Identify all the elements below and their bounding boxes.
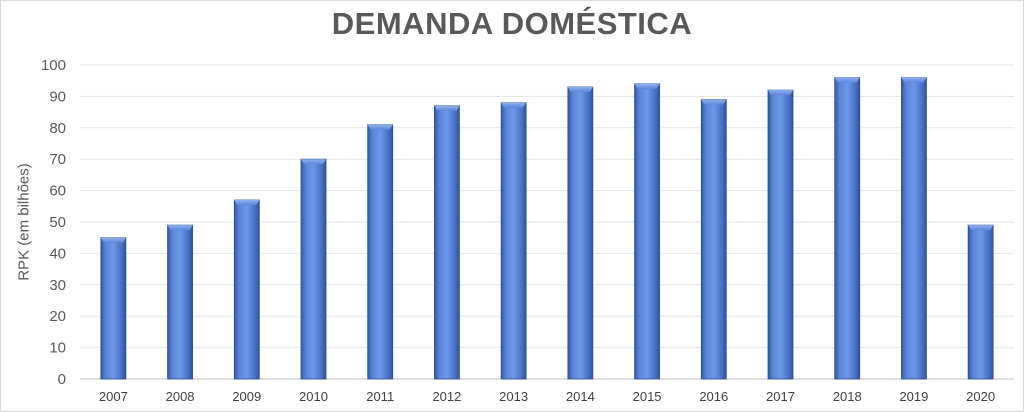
bar-bevel — [100, 237, 126, 243]
y-tick-label: 0 — [58, 371, 66, 388]
x-tick-label: 2011 — [366, 389, 394, 404]
bar — [100, 237, 127, 380]
bar — [367, 124, 394, 380]
bar-bevel — [567, 86, 593, 92]
bar-bevel — [367, 124, 393, 130]
bar — [167, 224, 193, 380]
bar-bevel — [834, 77, 860, 83]
label-layer: 0 10 20 30 40 50 60 70 80 90 100 2007 2008 2009 2010 20… — [41, 57, 995, 404]
bar — [767, 89, 794, 380]
y-tick-label: 20 — [49, 308, 66, 325]
y-tick-label: 40 — [49, 245, 66, 262]
bar — [901, 77, 927, 380]
x-tick-label: 2020 — [966, 389, 995, 404]
x-tick-label: 2009 — [232, 389, 261, 404]
bar — [300, 158, 327, 380]
bar — [434, 105, 460, 380]
y-tick-label: 80 — [49, 120, 66, 137]
y-tick-label: 50 — [49, 214, 66, 231]
x-tick-label: 2007 — [99, 389, 128, 404]
y-tick-label: 70 — [49, 151, 66, 168]
x-tick-label: 2017 — [766, 389, 795, 404]
bar — [500, 102, 527, 380]
x-tick-label: 2013 — [499, 389, 528, 404]
bar-bevel — [501, 102, 527, 108]
x-tick-label: 2010 — [299, 389, 328, 404]
x-tick-label: 2018 — [833, 389, 862, 404]
bar-bevel — [234, 200, 260, 206]
x-tick-label: 2012 — [432, 389, 461, 404]
grid-layer — [80, 64, 1014, 380]
bar-bevel — [434, 105, 460, 111]
bar — [967, 224, 994, 380]
x-tick-label: 2015 — [633, 389, 662, 404]
bar — [233, 199, 260, 380]
x-tick-label: 2014 — [566, 389, 595, 404]
bar-bevel — [901, 77, 927, 83]
bar-bevel — [634, 83, 660, 89]
bar — [634, 83, 660, 380]
y-tick-label: 60 — [49, 183, 66, 200]
bar — [567, 86, 594, 380]
y-tick-label: 100 — [41, 57, 66, 74]
x-tick-label: 2016 — [699, 389, 728, 404]
bar-bevel — [167, 225, 193, 231]
bar-bevel — [968, 225, 994, 231]
bar — [834, 77, 861, 380]
y-tick-label: 90 — [49, 88, 66, 105]
x-tick-label: 2019 — [899, 389, 928, 404]
chart-title: DEMANDA DOMÉSTICA — [331, 6, 693, 41]
bar-bevel — [768, 90, 793, 96]
bar-bevel — [701, 99, 727, 105]
bar — [700, 99, 727, 380]
y-tick-label: 30 — [49, 277, 66, 294]
x-tick-label: 2008 — [166, 389, 195, 404]
bar-bevel — [301, 159, 326, 165]
bar-layer — [100, 77, 994, 380]
y-tick-label: 10 — [49, 340, 66, 357]
